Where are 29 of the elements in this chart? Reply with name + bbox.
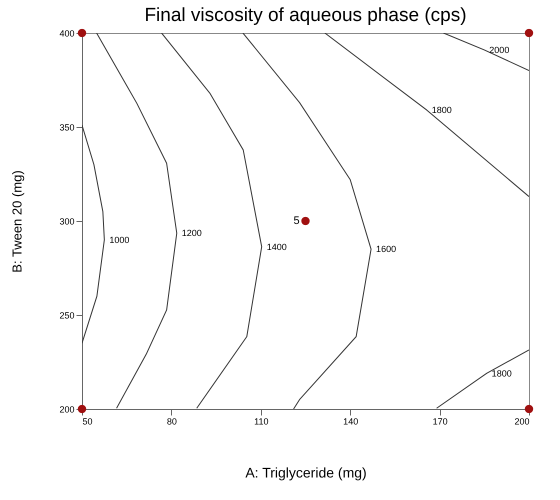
series-label: 1600 <box>376 244 396 254</box>
y-axis-title: B: Tween 20 (mg) <box>9 170 24 273</box>
x-tick-label: 140 <box>343 416 358 426</box>
x-tick-label: 110 <box>254 416 268 426</box>
point <box>301 216 310 226</box>
x-axis-title: A: Triglyceride (mg) <box>245 464 367 480</box>
series-label: 1800 <box>432 105 452 116</box>
y-tick-label: 400 <box>59 28 74 38</box>
line-series <box>242 33 372 409</box>
y-tick-label: 250 <box>59 310 74 320</box>
y-tick-label: 300 <box>59 216 74 226</box>
y-tick-label: 350 <box>59 122 74 132</box>
y-tick-label: 200 <box>59 404 74 414</box>
x-tick-label: 170 <box>432 416 448 426</box>
line-series <box>82 124 105 344</box>
series-label: 1200 <box>182 228 202 238</box>
line-series <box>161 33 262 409</box>
point <box>524 404 534 414</box>
series-label: 2000 <box>489 44 510 55</box>
series-label: 1800 <box>492 368 512 378</box>
x-tick-label: 80 <box>166 416 177 426</box>
series-label: 1000 <box>109 234 130 245</box>
line-series <box>96 33 178 409</box>
point <box>524 28 534 38</box>
x-tick-label: 200 <box>514 416 530 426</box>
annotation: 5 <box>293 215 300 227</box>
chart-title: Final viscosity of aqueous phase (cps) <box>144 4 467 26</box>
series-label: 1400 <box>266 242 287 252</box>
x-tick-label: 50 <box>82 416 93 426</box>
